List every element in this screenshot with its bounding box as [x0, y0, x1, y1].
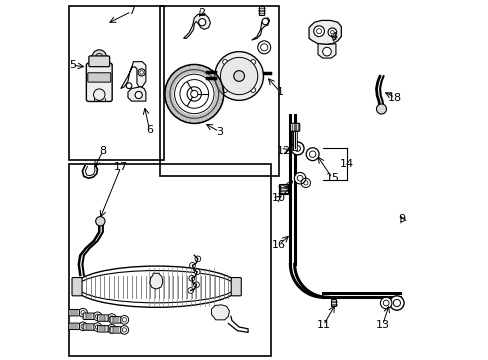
- FancyBboxPatch shape: [83, 313, 94, 319]
- Circle shape: [220, 57, 257, 95]
- FancyBboxPatch shape: [110, 327, 121, 333]
- Circle shape: [107, 324, 116, 333]
- Circle shape: [294, 172, 305, 184]
- Text: 18: 18: [387, 93, 401, 103]
- Circle shape: [322, 47, 330, 56]
- Text: 8: 8: [99, 146, 106, 156]
- Circle shape: [262, 18, 268, 25]
- Circle shape: [194, 269, 200, 275]
- FancyBboxPatch shape: [110, 317, 121, 323]
- Circle shape: [290, 142, 304, 155]
- Circle shape: [376, 104, 386, 114]
- FancyBboxPatch shape: [231, 278, 241, 296]
- Circle shape: [93, 323, 102, 331]
- Circle shape: [327, 28, 336, 37]
- Bar: [160, 6, 278, 176]
- Circle shape: [79, 309, 87, 317]
- Circle shape: [135, 91, 142, 99]
- Polygon shape: [149, 273, 163, 289]
- Circle shape: [187, 288, 193, 293]
- Text: 2: 2: [198, 8, 204, 18]
- Circle shape: [190, 90, 198, 98]
- Circle shape: [193, 282, 199, 288]
- Circle shape: [250, 59, 255, 64]
- Circle shape: [389, 296, 403, 310]
- Text: 6: 6: [146, 125, 153, 135]
- Bar: [69, 164, 271, 356]
- Circle shape: [138, 69, 145, 76]
- Circle shape: [214, 51, 263, 100]
- Polygon shape: [279, 184, 287, 194]
- Text: 13: 13: [375, 320, 389, 330]
- Circle shape: [126, 83, 132, 89]
- Polygon shape: [183, 14, 210, 39]
- Text: 1: 1: [276, 87, 283, 97]
- FancyBboxPatch shape: [97, 325, 108, 332]
- Circle shape: [153, 278, 159, 284]
- Circle shape: [188, 275, 194, 281]
- Circle shape: [198, 19, 205, 26]
- Text: 16: 16: [272, 239, 285, 249]
- Circle shape: [92, 50, 106, 64]
- FancyBboxPatch shape: [88, 73, 110, 82]
- Text: 3: 3: [216, 127, 223, 136]
- Text: 5: 5: [69, 60, 76, 70]
- Circle shape: [195, 256, 201, 262]
- Text: 10: 10: [271, 193, 285, 203]
- FancyBboxPatch shape: [69, 310, 80, 316]
- Polygon shape: [121, 62, 145, 89]
- Polygon shape: [308, 21, 341, 44]
- Circle shape: [216, 308, 224, 317]
- Polygon shape: [317, 44, 335, 58]
- Text: 9: 9: [398, 215, 405, 224]
- Circle shape: [222, 87, 227, 93]
- FancyBboxPatch shape: [83, 324, 94, 330]
- Circle shape: [189, 262, 195, 268]
- FancyBboxPatch shape: [72, 278, 82, 296]
- Polygon shape: [330, 299, 336, 306]
- Circle shape: [380, 297, 391, 309]
- Circle shape: [120, 316, 128, 324]
- Polygon shape: [258, 6, 264, 15]
- Bar: [69, 6, 163, 160]
- Text: 12: 12: [276, 146, 290, 156]
- Text: 17: 17: [114, 162, 127, 172]
- Text: 11: 11: [316, 320, 330, 330]
- Text: 4: 4: [330, 32, 337, 41]
- Circle shape: [222, 59, 227, 64]
- Polygon shape: [128, 87, 145, 101]
- Circle shape: [120, 325, 128, 334]
- Text: 7: 7: [128, 6, 135, 17]
- Circle shape: [93, 312, 102, 320]
- Text: 12: 12: [276, 186, 290, 196]
- Circle shape: [79, 322, 87, 330]
- Text: 15: 15: [325, 173, 339, 183]
- FancyBboxPatch shape: [69, 323, 80, 329]
- Circle shape: [313, 26, 324, 37]
- FancyBboxPatch shape: [290, 123, 299, 131]
- FancyBboxPatch shape: [86, 63, 112, 102]
- FancyBboxPatch shape: [89, 56, 109, 67]
- Polygon shape: [251, 18, 269, 40]
- Polygon shape: [211, 305, 229, 320]
- Circle shape: [107, 314, 116, 322]
- FancyBboxPatch shape: [97, 315, 108, 321]
- Circle shape: [96, 217, 105, 226]
- Text: 14: 14: [339, 159, 353, 169]
- Circle shape: [250, 87, 255, 93]
- Circle shape: [233, 71, 244, 81]
